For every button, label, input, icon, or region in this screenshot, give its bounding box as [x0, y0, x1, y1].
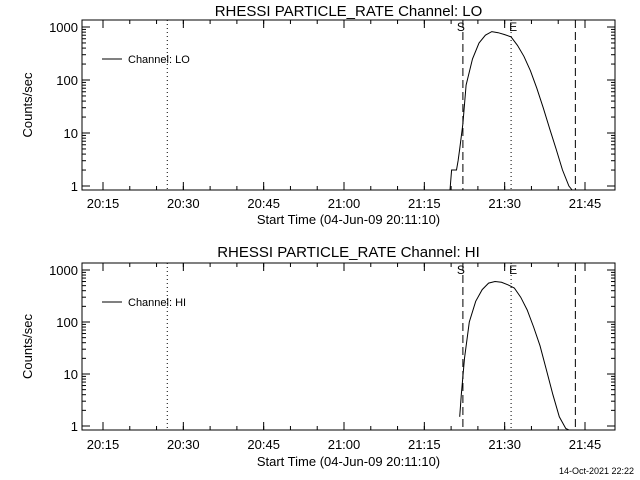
chart-title: RHESSI PARTICLE_RATE Channel: LO	[215, 3, 483, 20]
plot-frame	[81, 19, 616, 191]
panel-lo: RHESSI PARTICLE_RATE Channel: LO Counts/s…	[20, 3, 616, 227]
y-tick-label: 1000	[49, 20, 78, 35]
marker-label: E	[509, 263, 517, 277]
legend-label: Channel: LO	[128, 54, 190, 66]
y-tick-label: 10	[64, 367, 78, 382]
x-tick-label: 21:15	[408, 196, 441, 211]
x-tick-label: 21:45	[569, 437, 602, 452]
x-tick-label: 20:45	[247, 437, 280, 452]
marker-label: E	[509, 20, 517, 34]
panel-hi: RHESSI PARTICLE_RATE Channel: HI Counts/s…	[20, 244, 616, 469]
x-axis-label: Start Time (04-Jun-09 20:11:10)	[257, 212, 440, 227]
x-tick-label: 21:00	[328, 196, 361, 211]
x-tick-label: 20:15	[87, 437, 120, 452]
x-tick-label: 21:45	[569, 196, 602, 211]
series-line	[459, 280, 570, 431]
series-line	[449, 31, 573, 191]
y-axis-label: Counts/sec	[20, 72, 35, 138]
chart-title: RHESSI PARTICLE_RATE Channel: HI	[217, 244, 480, 261]
y-tick-label: 100	[56, 315, 78, 330]
x-axis-label: Start Time (04-Jun-09 20:11:10)	[257, 454, 440, 469]
x-tick-label: 20:15	[87, 196, 120, 211]
x-tick-label: 21:30	[488, 437, 521, 452]
x-tick-label: 21:15	[408, 437, 441, 452]
marker-label: S	[457, 20, 465, 34]
footer-timestamp: 14-Oct-2021 22:22	[558, 466, 634, 476]
legend-label: Channel: HI	[128, 297, 186, 309]
marker-label: S	[457, 263, 465, 277]
x-tick-label: 20:30	[167, 437, 200, 452]
x-tick-label: 20:45	[247, 196, 280, 211]
x-tick-label: 21:00	[328, 437, 361, 452]
x-tick-label: 21:30	[488, 196, 521, 211]
y-tick-label: 10	[64, 126, 78, 141]
y-tick-label: 1	[71, 179, 78, 194]
plot-frame	[81, 262, 616, 431]
y-tick-label: 1	[71, 419, 78, 434]
y-axis-label: Counts/sec	[20, 313, 35, 379]
y-tick-label: 1000	[49, 263, 78, 278]
x-tick-label: 20:30	[167, 196, 200, 211]
y-tick-label: 100	[56, 73, 78, 88]
